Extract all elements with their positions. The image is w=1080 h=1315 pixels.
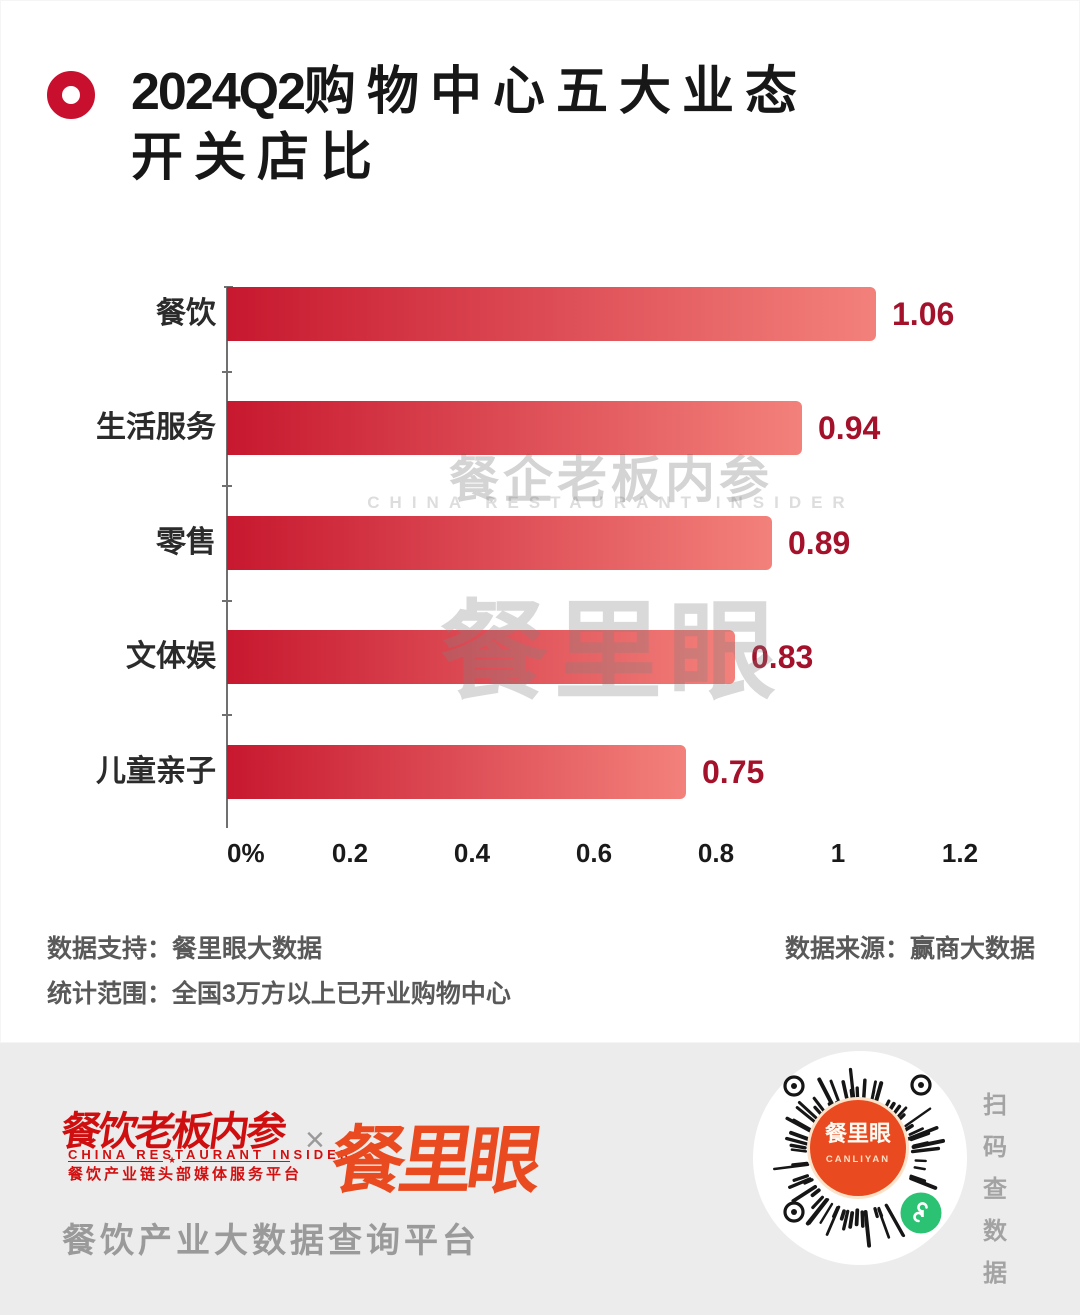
svg-text:餐里眼: 餐里眼 <box>825 1121 891 1146</box>
svg-text:CANLIYAN: CANLIYAN <box>826 1154 890 1165</box>
